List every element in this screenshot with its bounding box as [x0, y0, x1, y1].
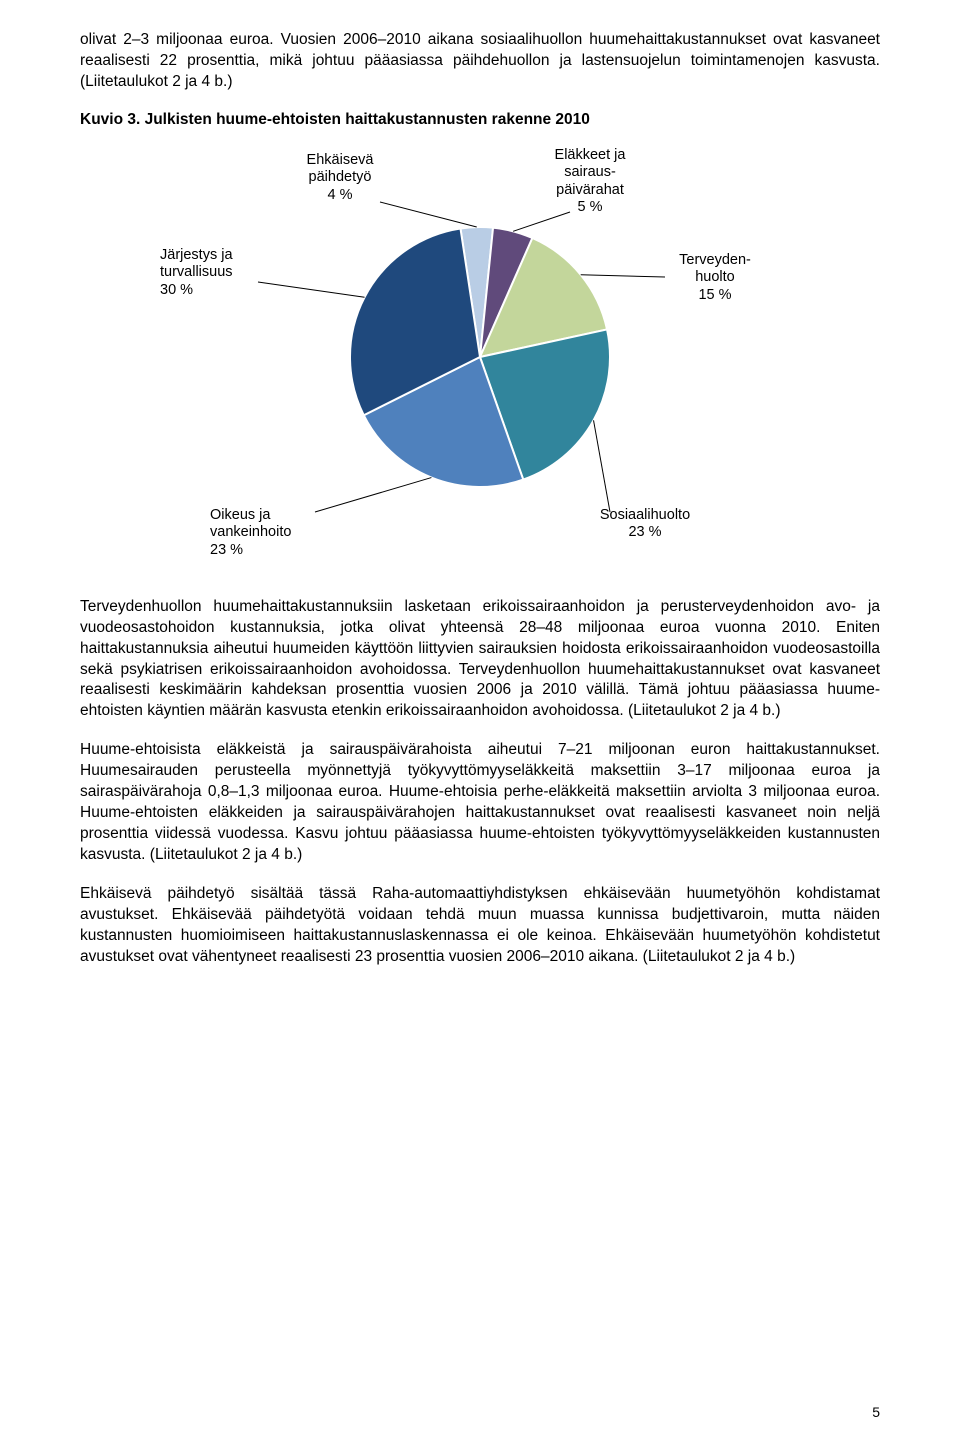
label-text: 30 %: [160, 282, 193, 298]
label-text: Sosiaalihuolto: [600, 507, 690, 523]
label-text: turvallisuus: [160, 264, 233, 280]
label-text: vankeinhoito: [210, 524, 291, 540]
label-jarjestys: Järjestys ja turvallisuus 30 %: [160, 247, 260, 299]
label-text: sairaus-: [564, 164, 616, 180]
label-elakkeet: Eläkkeet ja sairaus- päivärahat 5 %: [540, 147, 640, 217]
intro-paragraph: olivat 2–3 miljoonaa euroa. Vuosien 2006…: [80, 30, 880, 93]
label-text: päihdetyö: [309, 169, 372, 185]
label-text: päivärahat: [556, 182, 624, 198]
label-text: 15 %: [698, 287, 731, 303]
label-text: Järjestys ja: [160, 247, 233, 263]
label-terveyden: Terveyden- huolto 15 %: [665, 252, 765, 304]
page-number: 5: [872, 1404, 880, 1420]
label-ehkaiseva: Ehkäisevä päihdetyö 4 %: [290, 152, 390, 204]
body-paragraph-2: Terveydenhuollon huumehaittakustannuksii…: [80, 597, 880, 723]
body-paragraph-3: Huume-ehtoisista eläkkeistä ja sairauspä…: [80, 740, 880, 866]
label-text: 23 %: [628, 524, 661, 540]
label-text: Ehkäisevä: [307, 152, 374, 168]
label-text: Oikeus ja: [210, 507, 270, 523]
label-text: huolto: [695, 269, 735, 285]
label-text: 5 %: [578, 199, 603, 215]
label-text: 4 %: [328, 187, 353, 203]
label-oikeus: Oikeus ja vankeinhoito 23 %: [210, 507, 320, 559]
pie-chart: Ehkäisevä päihdetyö 4 % Eläkkeet ja sair…: [80, 147, 880, 567]
chart-heading: Kuvio 3. Julkisten huume-ehtoisten haitt…: [80, 111, 880, 129]
label-text: Terveyden-: [679, 252, 751, 268]
body-paragraph-4: Ehkäisevä päihdetyö sisältää tässä Raha-…: [80, 884, 880, 968]
label-sosiaali: Sosiaalihuolto 23 %: [585, 507, 705, 542]
label-text: 23 %: [210, 542, 243, 558]
page: olivat 2–3 miljoonaa euroa. Vuosien 2006…: [0, 0, 960, 1444]
pie-svg: [80, 147, 880, 567]
label-text: Eläkkeet ja: [555, 147, 626, 163]
